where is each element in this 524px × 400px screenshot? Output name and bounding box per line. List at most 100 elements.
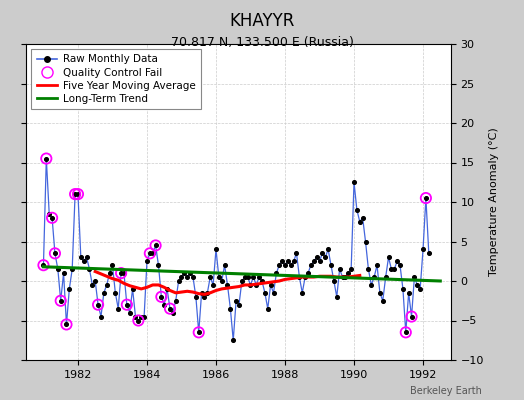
Point xyxy=(249,274,258,280)
Point xyxy=(82,254,91,260)
Point xyxy=(128,286,137,292)
Point xyxy=(399,286,407,292)
Point xyxy=(330,278,338,284)
Point xyxy=(390,266,398,272)
Point xyxy=(80,258,88,264)
Point xyxy=(407,313,416,320)
Point xyxy=(324,246,332,253)
Point xyxy=(393,258,401,264)
Point xyxy=(134,317,143,324)
Point xyxy=(358,214,367,221)
Point xyxy=(312,254,321,260)
Text: Berkeley Earth: Berkeley Earth xyxy=(410,386,482,396)
Point xyxy=(295,274,303,280)
Point xyxy=(198,290,206,296)
Point xyxy=(163,286,171,292)
Point xyxy=(416,286,424,292)
Point xyxy=(327,262,335,268)
Point xyxy=(264,306,272,312)
Text: 70.817 N, 133.500 E (Russia): 70.817 N, 133.500 E (Russia) xyxy=(171,36,353,49)
Point xyxy=(407,313,416,320)
Point xyxy=(344,270,353,276)
Point xyxy=(157,294,166,300)
Point xyxy=(347,266,355,272)
Point xyxy=(335,266,344,272)
Point xyxy=(341,274,350,280)
Point xyxy=(387,266,396,272)
Point xyxy=(160,302,168,308)
Point xyxy=(301,274,309,280)
Point xyxy=(424,250,433,256)
Point xyxy=(396,262,404,268)
Point xyxy=(74,191,82,197)
Point xyxy=(378,298,387,304)
Point xyxy=(151,242,160,249)
Point xyxy=(137,313,145,320)
Point xyxy=(194,329,203,336)
Point xyxy=(103,282,111,288)
Point xyxy=(339,274,347,280)
Point xyxy=(422,195,430,201)
Point xyxy=(292,250,301,256)
Point xyxy=(146,250,154,256)
Point xyxy=(258,278,266,284)
Point xyxy=(154,262,162,268)
Point xyxy=(272,270,280,276)
Point xyxy=(123,302,131,308)
Point xyxy=(134,317,143,324)
Point xyxy=(289,258,298,264)
Point xyxy=(401,329,410,336)
Point xyxy=(229,337,237,344)
Point xyxy=(94,302,102,308)
Point xyxy=(126,310,134,316)
Point xyxy=(88,282,96,288)
Point xyxy=(362,238,370,245)
Point xyxy=(238,278,246,284)
Point xyxy=(200,294,209,300)
Point xyxy=(422,195,430,201)
Point xyxy=(350,179,358,186)
Point xyxy=(226,306,235,312)
Point xyxy=(241,274,249,280)
Point xyxy=(376,290,384,296)
Point xyxy=(62,321,71,328)
Point xyxy=(45,211,53,217)
Point xyxy=(117,270,125,276)
Point xyxy=(48,214,56,221)
Point xyxy=(53,266,62,272)
Point xyxy=(307,262,315,268)
Point xyxy=(57,298,65,304)
Point xyxy=(189,274,197,280)
Point xyxy=(117,270,125,276)
Point xyxy=(108,262,117,268)
Point xyxy=(206,274,214,280)
Point xyxy=(410,274,419,280)
Point xyxy=(151,242,160,249)
Point xyxy=(42,155,50,162)
Point xyxy=(111,290,119,296)
Point xyxy=(42,155,50,162)
Point xyxy=(278,258,286,264)
Point xyxy=(174,278,183,284)
Point xyxy=(315,258,324,264)
Point xyxy=(356,218,364,225)
Point xyxy=(370,274,378,280)
Point xyxy=(166,306,174,312)
Point xyxy=(353,207,361,213)
Point xyxy=(71,191,79,197)
Point xyxy=(39,262,48,268)
Point xyxy=(261,290,269,296)
Point xyxy=(275,262,283,268)
Point xyxy=(94,302,102,308)
Point xyxy=(183,274,191,280)
Point xyxy=(405,290,413,296)
Point xyxy=(57,298,65,304)
Point xyxy=(132,313,140,320)
Point xyxy=(169,310,177,316)
Point xyxy=(209,282,217,288)
Point xyxy=(65,286,73,292)
Point xyxy=(212,246,220,253)
Point xyxy=(223,282,232,288)
Point xyxy=(419,246,427,253)
Legend: Raw Monthly Data, Quality Control Fail, Five Year Moving Average, Long-Term Tren: Raw Monthly Data, Quality Control Fail, … xyxy=(31,49,201,109)
